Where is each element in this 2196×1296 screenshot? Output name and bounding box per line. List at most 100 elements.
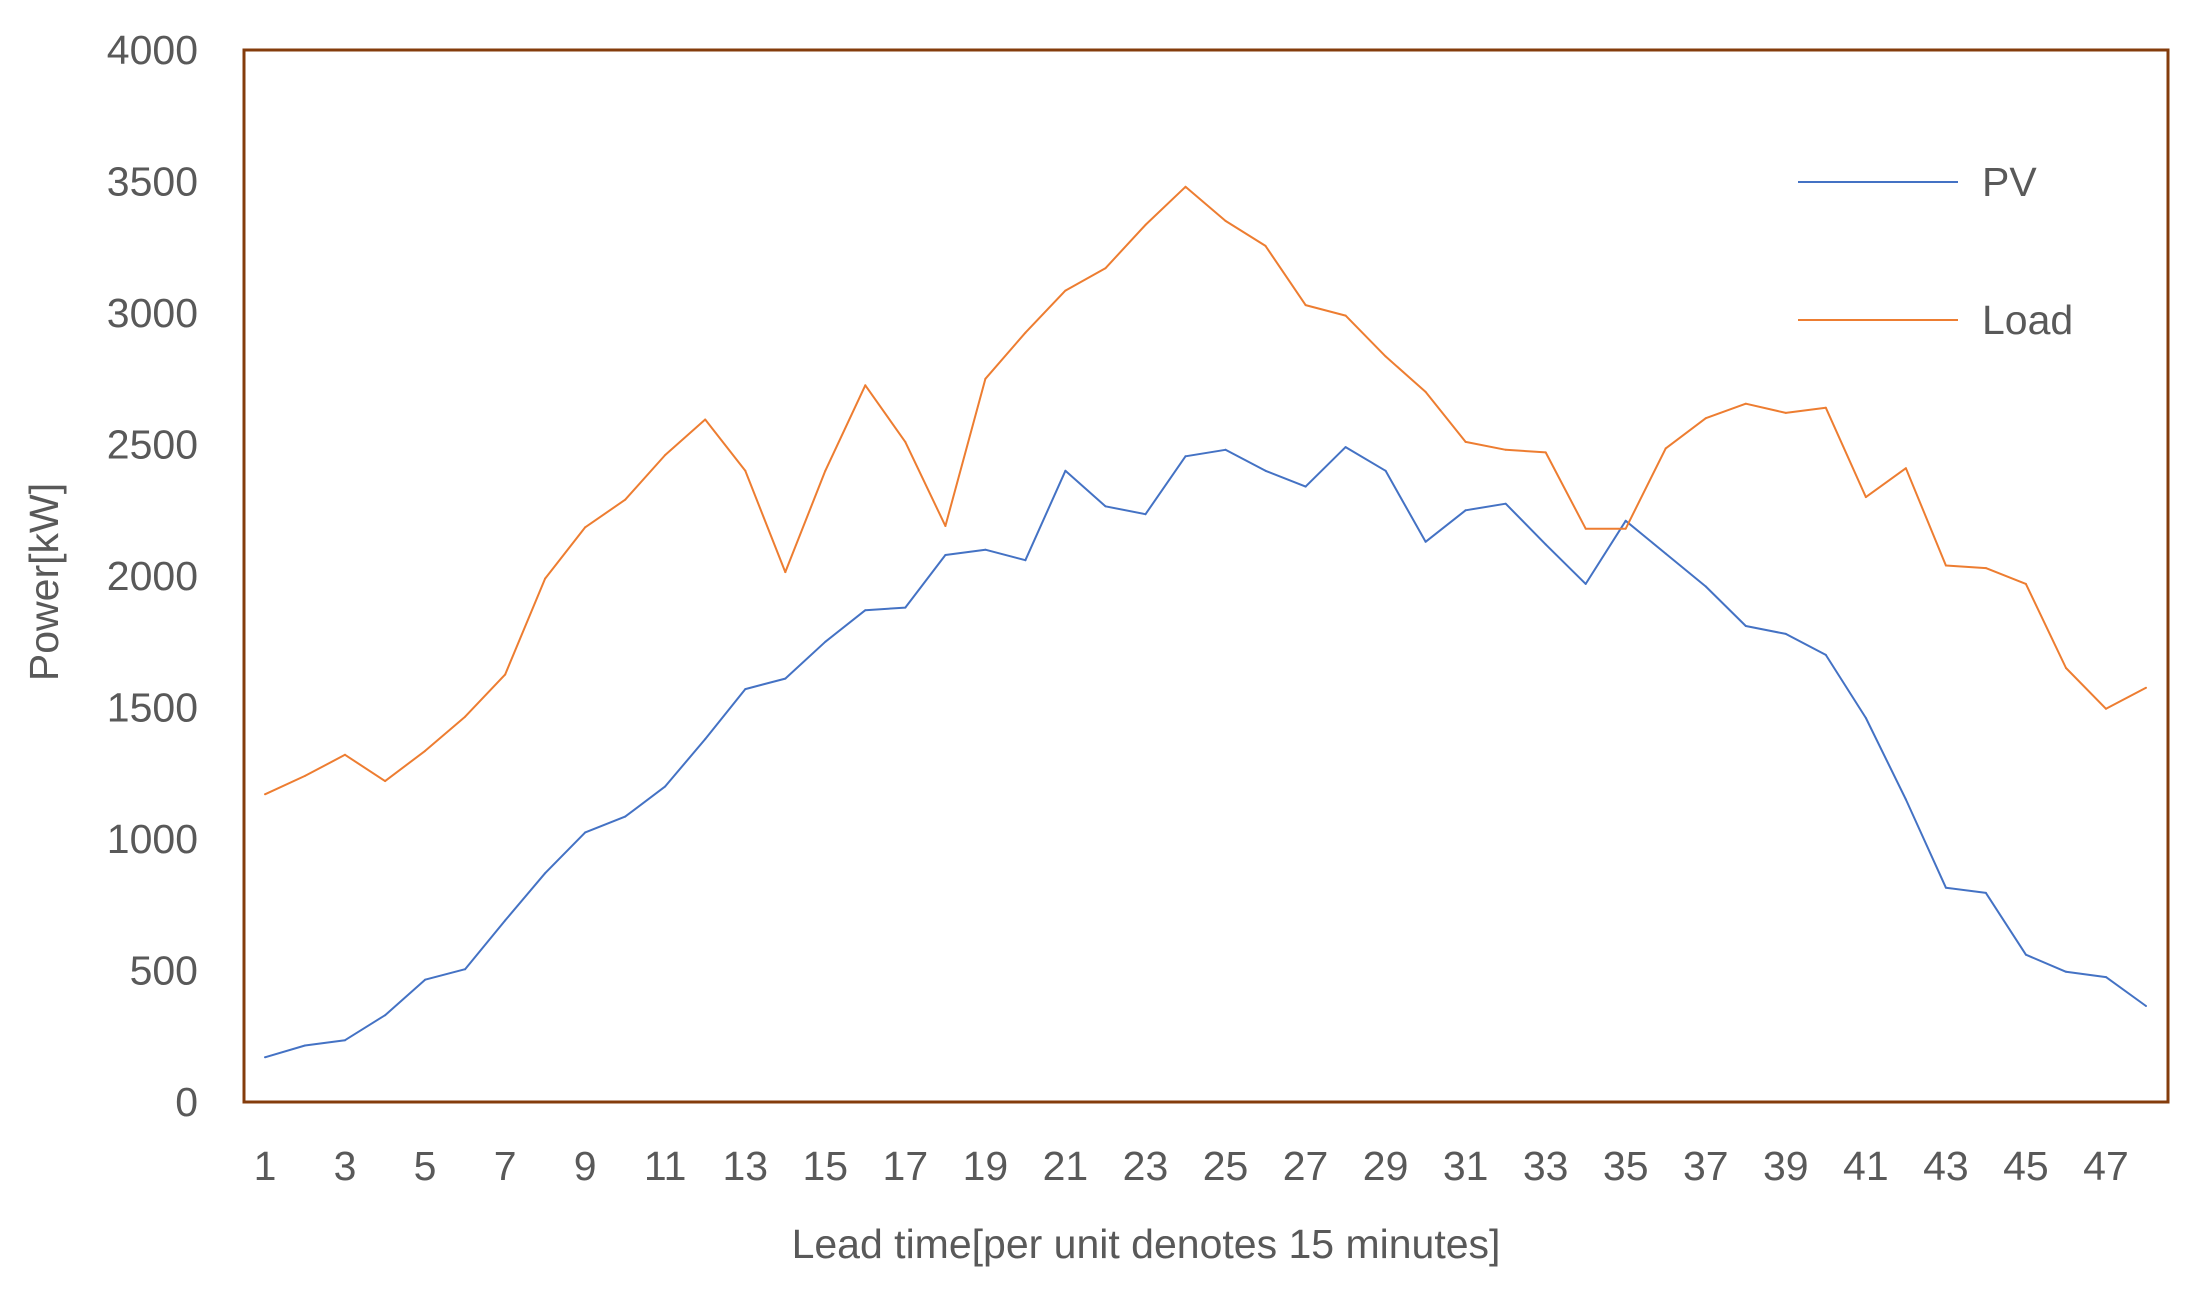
x-tick-label: 29 [1363,1143,1409,1189]
data-point-pv [624,815,627,818]
x-axis-title: Lead time[per unit denotes 15 minutes] [792,1221,1501,1267]
data-point-load [1584,527,1587,530]
data-point-load [1824,406,1827,409]
data-point-load [424,749,427,752]
data-point-pv [1464,509,1467,512]
data-point-pv [1784,632,1787,635]
x-tick-label: 37 [1683,1143,1729,1189]
data-point-load [1424,390,1427,393]
legend-label-pv: PV [1982,159,2037,205]
data-point-load [1384,355,1387,358]
data-point-load [2105,707,2107,710]
data-point-pv [1904,798,1907,801]
data-point-load [1704,417,1707,420]
data-point-pv [384,1014,387,1017]
series-layer [264,185,2147,1059]
x-tick-label: 15 [802,1143,848,1189]
x-tick-label: 11 [644,1143,687,1189]
data-point-load [504,673,507,676]
data-point-pv [1104,505,1107,508]
x-tick-label: 5 [414,1143,437,1189]
x-tick-label: 19 [963,1143,1009,1189]
data-point-pv [1304,485,1307,488]
data-point-load [744,469,747,472]
series-line-pv [264,446,2147,1059]
data-point-pv [1584,582,1587,585]
data-point-load [944,525,947,527]
data-point-load [304,774,306,777]
x-tick-label: 47 [2083,1143,2129,1189]
data-point-pv [264,1056,266,1059]
data-point-pv [1224,448,1227,451]
x-tick-label: 23 [1123,1143,1169,1189]
data-point-load [704,418,707,421]
data-point-load [1264,244,1267,247]
data-point-load [1744,402,1747,405]
data-point-pv [1264,469,1267,472]
data-point-pv [904,606,907,609]
x-tick-label: 41 [1843,1143,1889,1189]
data-point-pv [1544,543,1547,546]
data-point-load [1464,440,1467,443]
data-point-pv [464,968,467,971]
data-point-load [2145,686,2147,689]
data-point-load [1304,304,1307,307]
data-point-load [784,571,787,574]
y-tick-label: 4000 [107,27,198,73]
x-tick-label: 1 [254,1143,277,1189]
data-point-load [864,384,867,387]
data-point-pv [1024,559,1027,562]
x-tick-label: 31 [1443,1143,1489,1189]
x-tick-label: 27 [1283,1143,1329,1189]
data-point-load [664,454,667,456]
data-point-load [544,577,547,580]
data-point-pv [784,677,787,680]
x-tick-label: 21 [1043,1143,1089,1189]
data-point-pv [1384,469,1387,472]
data-point-load [1984,567,1987,570]
data-point-pv [1824,653,1827,656]
data-point-load [344,753,346,756]
data-point-pv [944,554,947,556]
data-point-pv [744,688,747,691]
data-point-load [1144,223,1147,226]
data-point-pv [504,919,507,922]
data-point-pv [2065,970,2067,973]
data-point-pv [1344,446,1347,449]
data-point-pv [584,831,587,834]
data-point-pv [304,1044,306,1047]
data-point-pv [424,978,427,981]
data-point-pv [1744,625,1747,627]
data-point-load [1904,467,1907,470]
data-point-pv [664,785,667,788]
data-point-load [2024,582,2027,585]
data-point-load [624,498,627,501]
series-line-load [264,185,2147,796]
data-point-pv [2145,1005,2147,1007]
x-tick-label: 45 [2003,1143,2049,1189]
x-tick-label: 39 [1763,1143,1809,1189]
y-tick-label: 1000 [107,816,198,862]
data-point-load [264,793,266,796]
data-point-load [1544,451,1547,454]
data-point-pv [1704,585,1707,588]
data-point-load [1784,411,1787,414]
x-tick-label: 9 [574,1143,597,1189]
data-point-load [384,780,387,783]
x-axis-ticks: 1 3 5 7 9 11 13 15 17 19 21 23 25 27 29 31 33 35 37 39 41 43 4… [254,1143,2129,1189]
x-tick-label: 25 [1203,1143,1249,1189]
data-point-load [1224,219,1227,222]
data-point-load [984,377,987,380]
data-point-load [1024,331,1027,334]
data-point-pv [1624,519,1627,522]
x-tick-label: 35 [1603,1143,1649,1189]
data-point-load [1624,527,1627,530]
plot-frame [242,48,2170,1104]
data-point-load [1064,289,1067,292]
y-tick-label: 0 [175,1079,198,1125]
legend: PV Load [1798,159,2073,343]
data-point-pv [1984,891,1987,894]
legend-label-load: Load [1982,297,2073,343]
data-point-load [1104,267,1107,270]
